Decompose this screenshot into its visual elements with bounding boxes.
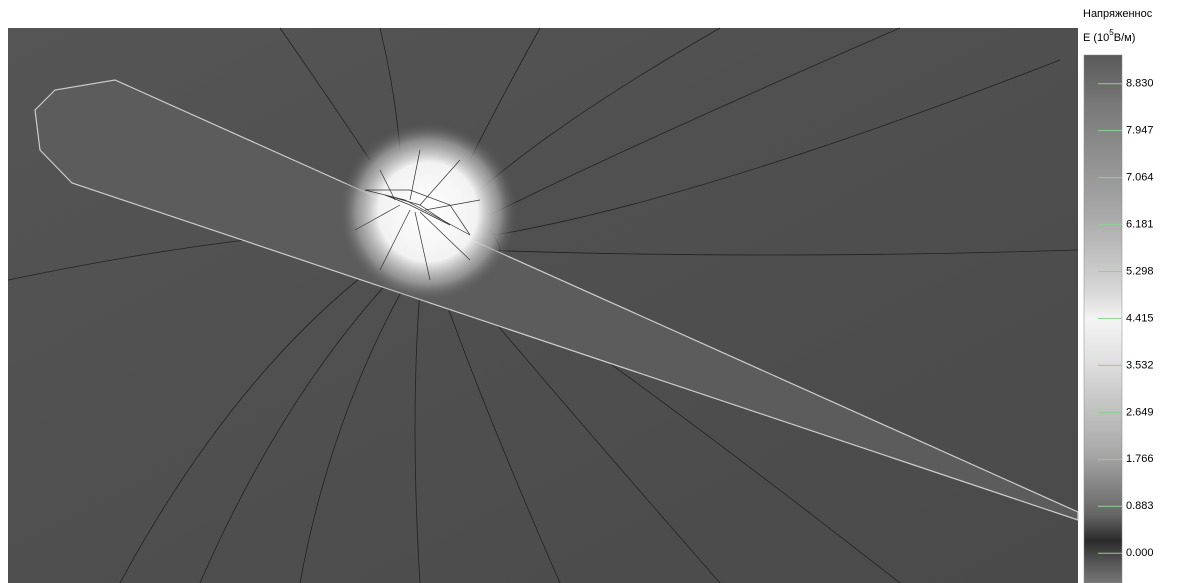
legend-unit-sup: 5: [1109, 28, 1114, 37]
legend-title: Напряженнос: [1083, 8, 1153, 20]
colorbar-tick-label: 3.532: [1126, 359, 1154, 371]
colorbar-tick-label: 0.883: [1126, 500, 1154, 512]
colorbar-tick-label: 4.415: [1126, 312, 1154, 324]
colorbar-tick-label: 7.064: [1126, 172, 1154, 184]
legend-unit: Е (105В/м): [1083, 28, 1135, 44]
colorbar-tick-label: 7.947: [1126, 125, 1154, 137]
colorbar-tick-label: 2.649: [1126, 406, 1154, 418]
contours: [7, 27, 1079, 583]
colorbar-tick-label: 8.830: [1126, 78, 1154, 90]
colorbar-tick-label: 1.766: [1126, 453, 1154, 465]
colorbar-tick-label: 5.298: [1126, 265, 1154, 277]
needle: [34, 79, 1079, 521]
legend-unit-suffix: В/м): [1114, 32, 1136, 44]
colorbar-tick-label: 0.000: [1126, 547, 1154, 559]
peak-contours: [354, 149, 481, 281]
colorbar: [1083, 54, 1123, 583]
legend-unit-prefix: Е (10: [1083, 32, 1109, 44]
colorbar-tick-label: 6.181: [1126, 218, 1154, 230]
